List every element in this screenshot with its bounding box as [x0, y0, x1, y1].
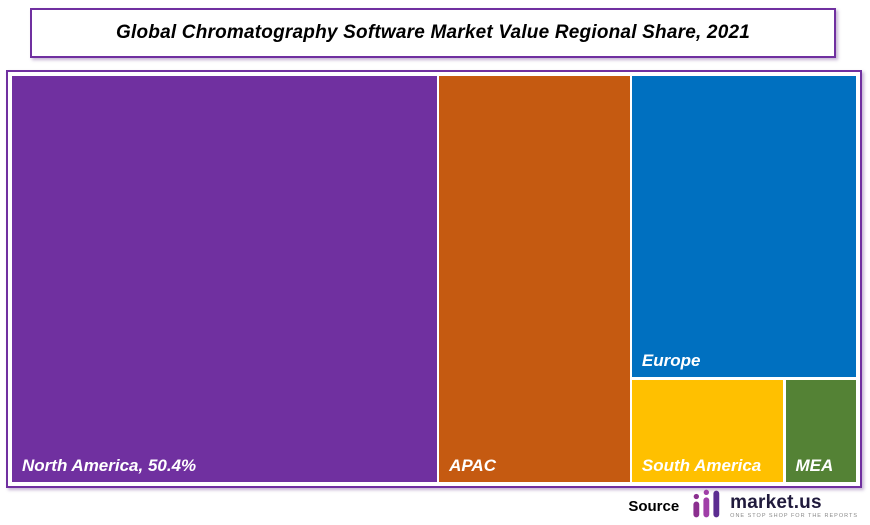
treemap-tile-label-apac: APAC [449, 455, 496, 475]
treemap-tile-north-america: North America, 50.4% [12, 76, 437, 482]
treemap-tile-label-europe: Europe [641, 351, 701, 370]
source-footer: Source market.us ONE STOP SHOP FOR THE R… [628, 489, 858, 523]
marketus-logo-text: market.us ONE STOP SHOP FOR THE REPORTS [730, 493, 858, 520]
source-label: Source [628, 497, 680, 515]
marketus-logo: market.us ONE STOP SHOP FOR THE REPORTS [691, 489, 858, 524]
treemap-tile-label-south-america: South America [641, 455, 762, 475]
treemap-frame: North America, 50.4% APAC Europe South Amer… [6, 70, 862, 488]
treemap-tile-europe: Europe [631, 76, 856, 378]
chart-title: Global Chromatography Software Market Va… [116, 22, 750, 43]
chart-title-box: Global Chromatography Software Market Va… [30, 8, 836, 58]
marketus-logo-icon [691, 489, 725, 524]
brand-name: market.us [730, 491, 822, 513]
treemap-tile-mea: MEA [785, 380, 856, 482]
treemap-tile-south-america: South America [631, 380, 784, 482]
treemap-tile-label-mea: MEA [795, 455, 834, 475]
brand-tagline: ONE STOP SHOP FOR THE REPORTS [730, 512, 858, 519]
treemap-tile-label-north-america: North America, 50.4% [22, 455, 197, 475]
treemap-tile-apac: APAC [439, 76, 630, 482]
treemap: North America, 50.4% APAC Europe South Amer… [12, 76, 856, 482]
